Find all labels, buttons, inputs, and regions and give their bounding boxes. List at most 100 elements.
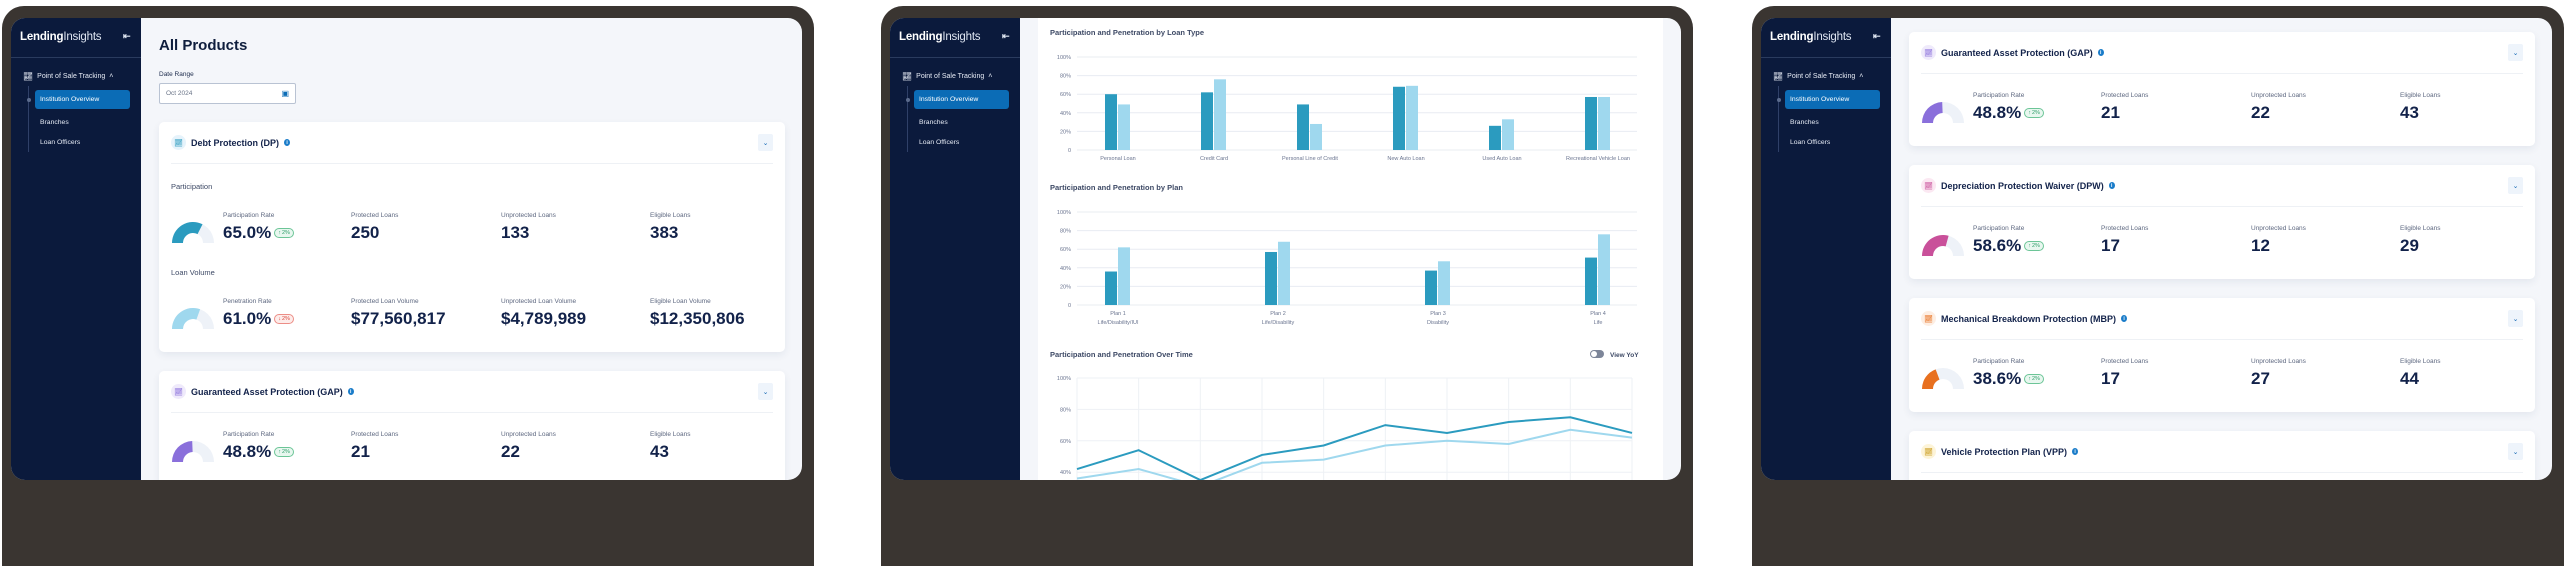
stat-label: Unprotected Loans: [501, 212, 556, 219]
stat-item: Protected Loans 17: [2101, 358, 2148, 389]
laptop-frame-3: LendingInsights ⇤ 📈︎ Point of Sale Track…: [1752, 6, 2564, 566]
x-category-label: Credit Card: [1200, 156, 1228, 162]
sidebar-item-loan-officers[interactable]: Loan Officers: [1790, 139, 1831, 146]
y-tick-label: 60%: [1060, 92, 1071, 98]
collapse-sidebar-icon[interactable]: ⇤: [123, 31, 131, 41]
expand-chevron-button[interactable]: ⌄: [2508, 44, 2523, 61]
gauge-chart: [1922, 102, 1964, 123]
stat-label: Eligible Loans: [2400, 225, 2441, 232]
product-card: 📈︎ Vehicle Protection Plan (VPP) i ⌄: [1909, 431, 2535, 480]
stat-value: $77,560,817: [351, 309, 446, 328]
rate-stat: Penetration Rate 61.0% ↓ 2%: [223, 298, 294, 329]
calendar-icon[interactable]: ▣: [281, 89, 289, 98]
section-heading: Participation: [171, 182, 213, 191]
bar: [1297, 104, 1309, 150]
rate-value: 58.6%: [1973, 236, 2022, 255]
stat-item: Unprotected Loan Volume $4,789,989: [501, 298, 586, 329]
nav-section-point-of-sale[interactable]: 📈︎ Point of Sale Tracking ˄: [23, 72, 113, 81]
stat-label: Eligible Loans: [650, 212, 691, 219]
card-title: Mechanical Breakdown Protection (MBP): [1941, 313, 2117, 324]
info-icon[interactable]: i: [347, 388, 354, 395]
gauge-chart: [172, 222, 214, 243]
card-body: Participation Rate 48.8% ↑ 2% Protected Loan…: [1921, 74, 2523, 146]
sidebar-item-branches[interactable]: Branches: [1790, 119, 1819, 126]
rate-stat: Participation Rate 65.0% ↑ 2%: [223, 212, 294, 243]
nav-section-label: Point of Sale Tracking: [1787, 73, 1856, 80]
line-chart-icon: 📈︎: [23, 72, 34, 81]
app-logo[interactable]: LendingInsights: [1770, 31, 1852, 43]
gauge-chart: [172, 308, 214, 329]
info-icon[interactable]: i: [284, 139, 291, 146]
sidebar-item-branches[interactable]: Branches: [40, 119, 69, 126]
nav-section-point-of-sale[interactable]: 📈︎ Point of Sale Tracking ˄: [1773, 72, 1863, 81]
gauge-fill: [172, 222, 203, 243]
stat-value: 133: [501, 223, 530, 242]
change-badge: ↓ 2%: [274, 314, 294, 324]
bar: [1265, 251, 1277, 305]
sidebar-item-institution-overview[interactable]: Institution Overview: [1785, 90, 1880, 109]
date-range-input[interactable]: Oct 2024 ▣: [159, 83, 296, 104]
expand-chevron-button[interactable]: ⌄: [758, 134, 773, 151]
info-icon[interactable]: i: [2108, 182, 2115, 189]
info-icon[interactable]: i: [2072, 448, 2079, 455]
rate-label: Participation Rate: [1973, 92, 2025, 99]
sidebar-item-branches[interactable]: Branches: [919, 119, 948, 126]
y-tick-label: 100%: [1057, 376, 1071, 382]
expand-chevron-button[interactable]: ⌄: [2508, 310, 2523, 327]
bar: [1310, 123, 1322, 150]
arrow-up-icon: ↑: [278, 230, 281, 236]
sidebar-item-loan-officers[interactable]: Loan Officers: [40, 139, 81, 146]
change-badge: ↑ 2%: [2024, 241, 2044, 251]
sidebar-item-loan-officers[interactable]: Loan Officers: [919, 139, 960, 146]
chart-title: Participation and Penetration Over Time: [1050, 350, 1193, 359]
line-chart-icon: 📈︎: [902, 72, 913, 81]
expand-chevron-button[interactable]: ⌄: [2508, 177, 2523, 194]
card-body: Participation Participation Rate 65.0% ↑ 2% P…: [171, 164, 773, 352]
bar: [1502, 119, 1514, 150]
stat-label: Eligible Loans: [2400, 358, 2441, 365]
stat-label: Protected Loan Volume: [351, 298, 419, 305]
info-icon[interactable]: i: [2121, 315, 2128, 322]
nav-section-label: Point of Sale Tracking: [37, 73, 106, 80]
y-tick-label: 80%: [1060, 407, 1071, 413]
laptop-frame-2: LendingInsights ⇤ 📈︎ Point of Sale Track…: [881, 6, 1693, 566]
nav-section-point-of-sale[interactable]: 📈︎ Point of Sale Tracking ˄: [902, 72, 992, 81]
rate-value-row: 58.6% ↑ 2%: [1973, 236, 2044, 256]
rate-value-row: 61.0% ↓ 2%: [223, 309, 294, 329]
stat-value: 17: [2101, 236, 2120, 255]
x-category-label: Life/Disability: [1262, 320, 1295, 326]
laptop-frame-1: LendingInsights ⇤ 📈︎ Point of Sale Track…: [2, 6, 814, 566]
sidebar-divider: [11, 57, 141, 58]
product-chart-icon: 📈︎: [1921, 444, 1936, 459]
product-card: 📈︎ Guaranteed Asset Protection (GAP) i ⌄ Par…: [159, 371, 785, 480]
expand-chevron-button[interactable]: ⌄: [2508, 443, 2523, 460]
logo-light: Insights: [942, 31, 981, 43]
gauge-fill: [1922, 369, 1940, 389]
app-logo[interactable]: LendingInsights: [20, 31, 102, 43]
rate-value: 38.6%: [1973, 369, 2022, 388]
section-heading: Loan Volume: [171, 268, 215, 277]
nav-tree-line: [28, 86, 29, 152]
sidebar-item-institution-overview[interactable]: Institution Overview: [35, 90, 130, 109]
collapse-sidebar-icon[interactable]: ⇤: [1002, 31, 1010, 41]
x-category-label: Plan 2: [1270, 311, 1286, 317]
expand-chevron-button[interactable]: ⌄: [758, 383, 773, 400]
main-content: 📈︎ Guaranteed Asset Protection (GAP) i ⌄ Par…: [1891, 18, 2552, 480]
x-category-label: Plan 1: [1110, 311, 1126, 317]
app-logo[interactable]: LendingInsights: [899, 31, 981, 43]
nav-tree-line: [907, 86, 908, 152]
stat-item: Unprotected Loans 22: [501, 431, 556, 462]
stat-label: Unprotected Loans: [2251, 92, 2306, 99]
y-tick-label: 60%: [1060, 439, 1071, 445]
sidebar: LendingInsights ⇤ 📈︎ Point of Sale Track…: [1761, 18, 1891, 480]
sidebar-item-institution-overview[interactable]: Institution Overview: [914, 90, 1009, 109]
stat-label: Protected Loans: [2101, 92, 2149, 99]
view-yoy-toggle[interactable]: [1590, 350, 1604, 358]
change-badge: ↑ 2%: [2024, 374, 2044, 384]
bar: [1118, 104, 1130, 150]
collapse-sidebar-icon[interactable]: ⇤: [1873, 31, 1881, 41]
change-value: 2%: [2031, 243, 2040, 249]
rate-stat: Participation Rate 58.6% ↑ 2%: [1973, 225, 2044, 256]
stat-item: Unprotected Loans 12: [2251, 225, 2306, 256]
info-icon[interactable]: i: [2097, 49, 2104, 56]
